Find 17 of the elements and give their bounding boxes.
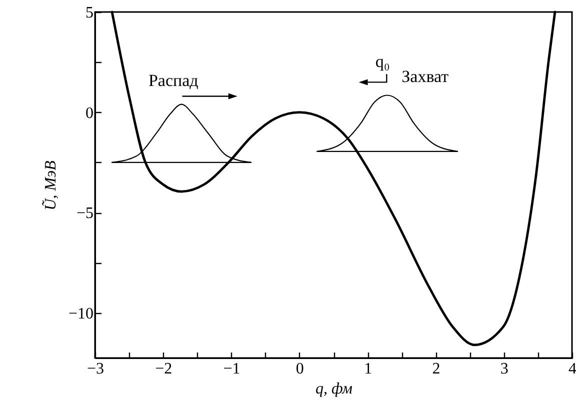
x-tick-label: −3 bbox=[86, 360, 104, 378]
x-tick-label: 0 bbox=[296, 360, 304, 378]
x-tick-label: −1 bbox=[223, 360, 240, 378]
y-tick-label: −5 bbox=[76, 205, 94, 222]
x-tick-label: 1 bbox=[364, 360, 372, 378]
x-axis-title: q, фм bbox=[316, 380, 352, 398]
x-tick-label: 3 bbox=[500, 360, 508, 378]
y-axis-title: Ũ, МэВ bbox=[41, 160, 60, 210]
y-tick-label: 0 bbox=[86, 104, 94, 122]
annotation: q₀ bbox=[375, 52, 390, 72]
x-tick-label: 2 bbox=[432, 360, 440, 378]
annotation: Захват bbox=[402, 67, 450, 86]
y-tick-label: −10 bbox=[68, 305, 94, 322]
x-tick-label: −2 bbox=[155, 360, 172, 378]
annotation: Распад bbox=[148, 71, 199, 90]
x-tick-label: 4 bbox=[568, 360, 576, 378]
y-tick-label: 5 bbox=[86, 4, 94, 22]
